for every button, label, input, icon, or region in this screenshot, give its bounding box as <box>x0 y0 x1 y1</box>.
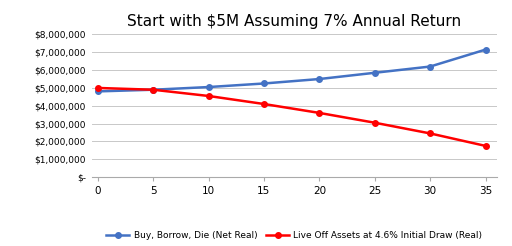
Live Off Assets at 4.6% Initial Draw (Real) <box>482 144 488 147</box>
Buy, Borrow, Die (Net Real) <box>482 48 488 51</box>
Live Off Assets at 4.6% Initial Draw (Real) <box>95 86 101 89</box>
Buy, Borrow, Die (Net Real) <box>150 88 156 91</box>
Buy, Borrow, Die (Net Real) <box>372 71 378 74</box>
Legend: Buy, Borrow, Die (Net Real), Live Off Assets at 4.6% Initial Draw (Real): Buy, Borrow, Die (Net Real), Live Off As… <box>103 227 486 244</box>
Live Off Assets at 4.6% Initial Draw (Real) <box>427 132 433 135</box>
Title: Start with $5M Assuming 7% Annual Return: Start with $5M Assuming 7% Annual Return <box>127 14 461 29</box>
Line: Buy, Borrow, Die (Net Real): Buy, Borrow, Die (Net Real) <box>95 47 488 94</box>
Buy, Borrow, Die (Net Real) <box>205 86 211 89</box>
Live Off Assets at 4.6% Initial Draw (Real) <box>316 111 323 114</box>
Live Off Assets at 4.6% Initial Draw (Real) <box>372 121 378 124</box>
Live Off Assets at 4.6% Initial Draw (Real) <box>205 94 211 97</box>
Live Off Assets at 4.6% Initial Draw (Real) <box>261 103 267 106</box>
Live Off Assets at 4.6% Initial Draw (Real) <box>150 88 156 91</box>
Buy, Borrow, Die (Net Real) <box>316 77 323 80</box>
Line: Live Off Assets at 4.6% Initial Draw (Real): Live Off Assets at 4.6% Initial Draw (Re… <box>95 85 488 149</box>
Buy, Borrow, Die (Net Real) <box>427 65 433 68</box>
Buy, Borrow, Die (Net Real) <box>95 90 101 93</box>
Buy, Borrow, Die (Net Real) <box>261 82 267 85</box>
